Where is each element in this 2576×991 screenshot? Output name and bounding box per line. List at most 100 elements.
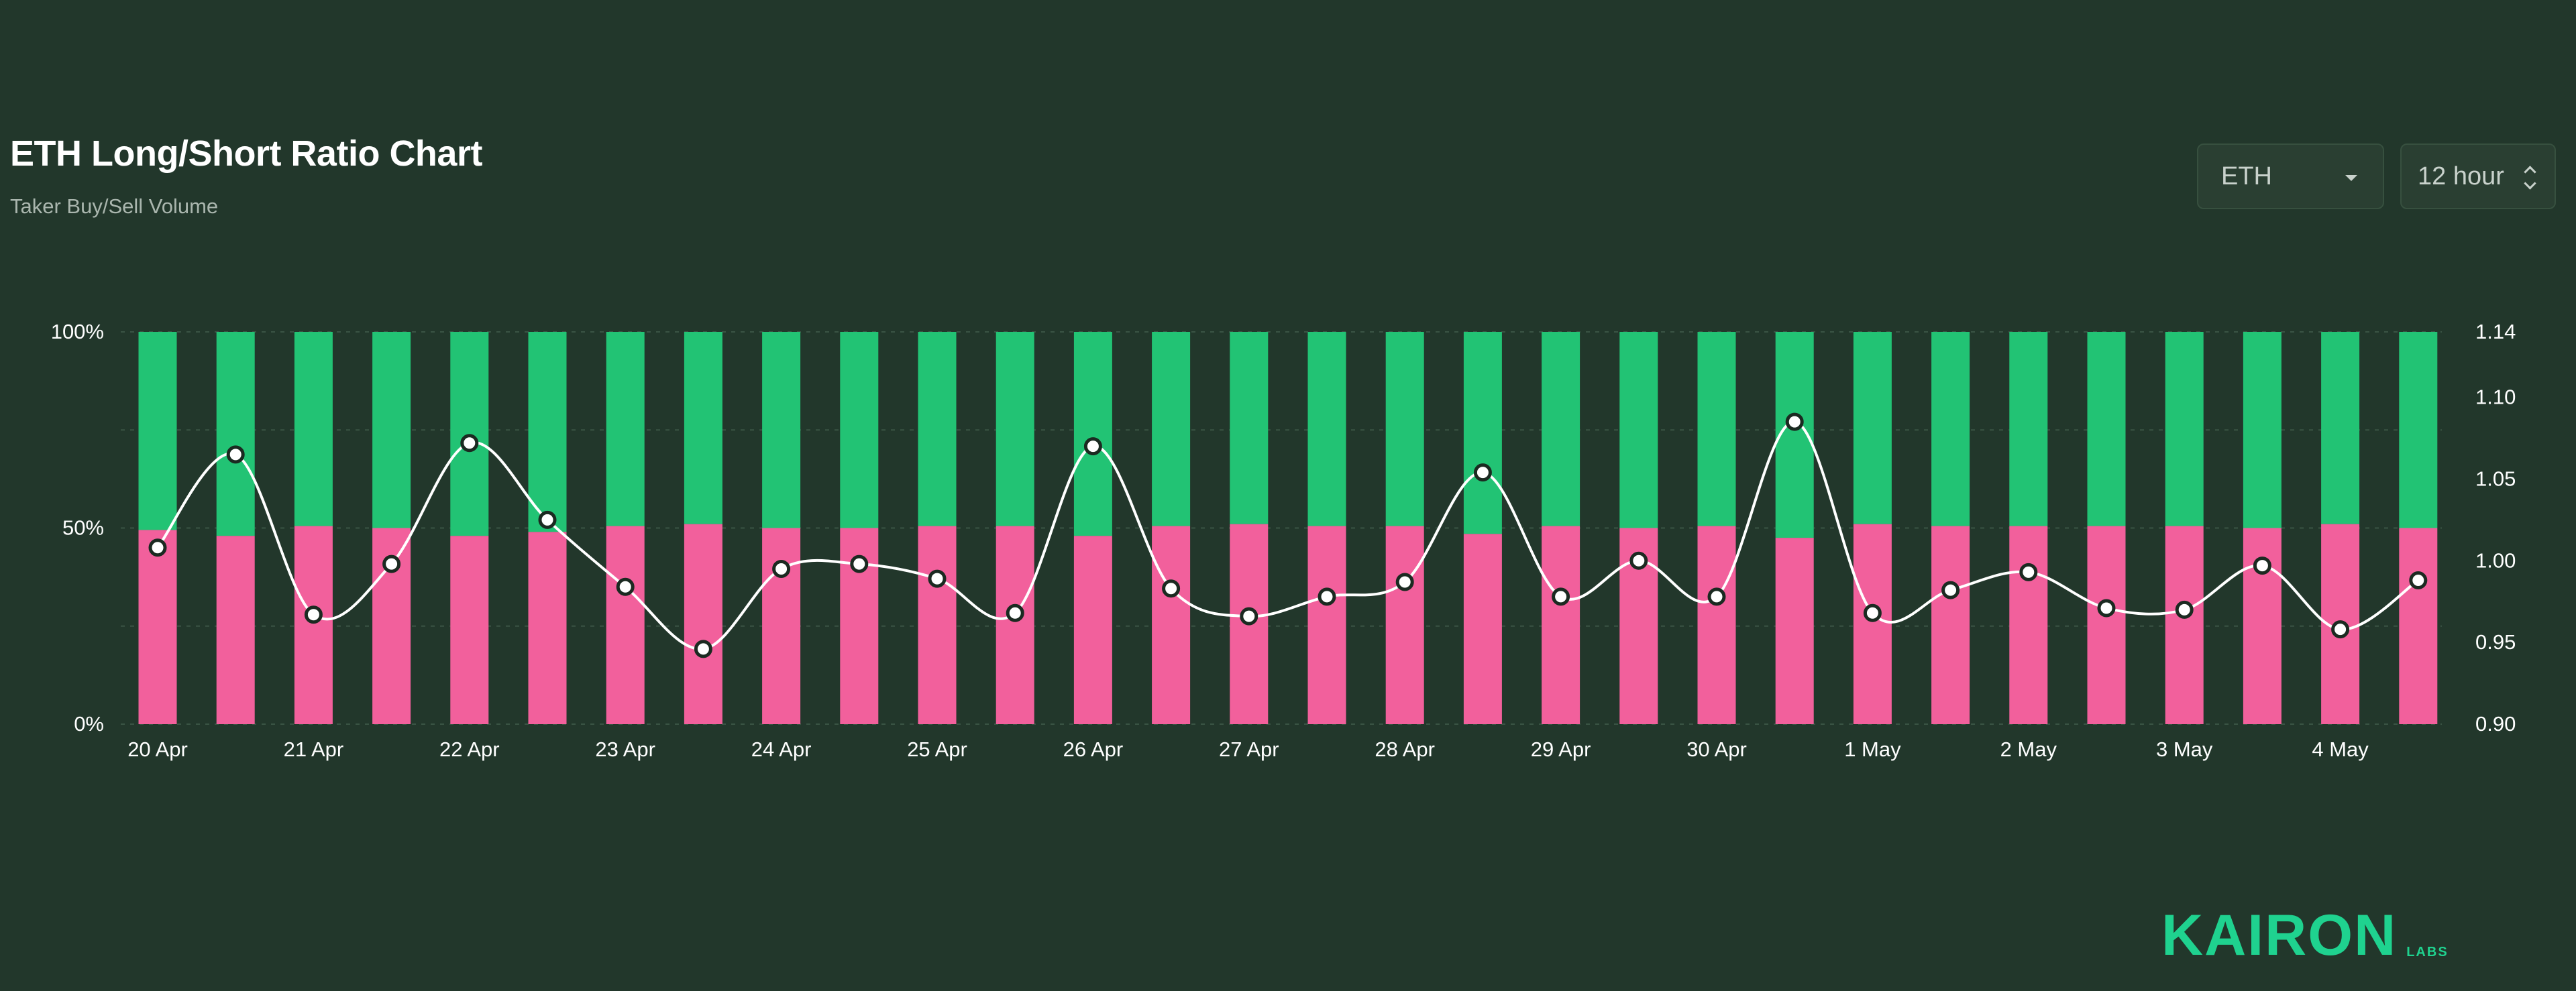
long-bar (372, 332, 411, 528)
short-bar (2009, 526, 2048, 724)
ratio-point (2097, 599, 2116, 618)
long-bar (1073, 332, 1112, 536)
ratio-point (850, 555, 869, 573)
x-tick-label: 20 Apr (127, 738, 188, 761)
short-bar (138, 530, 177, 724)
x-tick-label: 1 May (1844, 738, 1901, 761)
ratio-point (1707, 587, 1726, 606)
ratio-point (616, 577, 635, 596)
ratio-point (382, 555, 401, 573)
long-bar (2399, 332, 2438, 528)
ratio-point (1473, 463, 1492, 482)
ratio-point (148, 538, 167, 557)
x-tick-label: 22 Apr (439, 738, 500, 761)
long-bar (2009, 332, 2048, 526)
y-right-tick-label: 1.00 (2475, 548, 2516, 572)
ratio-point (2331, 620, 2350, 639)
x-tick-label: 26 Apr (1063, 738, 1124, 761)
interval-select[interactable]: 12 hour (2400, 143, 2556, 209)
long-bar (294, 332, 333, 526)
logo-sub: LABS (2406, 945, 2449, 959)
ratio-point (460, 434, 479, 453)
ratio-point (1941, 581, 1960, 599)
x-tick-label: 28 Apr (1375, 738, 1435, 761)
long-bar (1307, 332, 1346, 526)
ratio-point (2409, 571, 2428, 589)
x-tick-label: 24 Apr (751, 738, 812, 761)
ratio-point (1006, 603, 1024, 622)
y-left-tick-label: 100% (51, 320, 104, 343)
x-tick-label: 3 May (2156, 738, 2213, 761)
long-bar (1152, 332, 1191, 526)
short-bar (1152, 526, 1191, 724)
ratio-point (1162, 579, 1181, 598)
short-bar (1463, 534, 1502, 724)
y-left-tick-label: 50% (62, 516, 104, 540)
ratio-point (1629, 551, 1648, 570)
ratio-point (304, 605, 323, 624)
short-bar (1073, 536, 1112, 724)
ratio-point (2019, 563, 2038, 581)
x-tick-label: 21 Apr (284, 738, 344, 761)
x-tick-label: 27 Apr (1219, 738, 1279, 761)
long-bar (2165, 332, 2204, 526)
chart-title: ETH Long/Short Ratio Chart (10, 133, 482, 174)
long-bar (1542, 332, 1580, 526)
long-bar (1697, 332, 1736, 526)
chevron-down-icon (2345, 175, 2357, 181)
ratio-point (2253, 557, 2271, 575)
short-bar (1385, 526, 1424, 724)
long-bar (918, 332, 957, 526)
short-bar (2165, 526, 2204, 724)
long-bar (840, 332, 879, 528)
ratio-point (772, 559, 791, 578)
short-bar (996, 526, 1034, 724)
ratio-point (226, 445, 245, 464)
long-bar (1385, 332, 1424, 526)
short-bar (450, 536, 489, 724)
x-tick-label: 23 Apr (595, 738, 655, 761)
ratio-point (694, 640, 712, 658)
long-bar (1619, 332, 1658, 528)
short-bar (1853, 524, 1892, 724)
y-right-tick-label: 1.10 (2475, 386, 2516, 409)
short-bar (2087, 526, 2126, 724)
long-bar (606, 332, 645, 526)
short-bar (216, 536, 255, 724)
y-right-tick-label: 1.05 (2475, 467, 2516, 490)
long-bar (684, 332, 722, 524)
long-bar (2243, 332, 2282, 528)
x-tick-label: 25 Apr (907, 738, 967, 761)
short-bar (684, 524, 722, 724)
short-bar (528, 532, 567, 724)
short-bar (918, 526, 957, 724)
long-bar (1853, 332, 1892, 524)
x-tick-label: 4 May (2312, 738, 2369, 761)
interval-select-value: 12 hour (2418, 162, 2504, 190)
short-bar (1931, 526, 1970, 724)
ratio-point (1083, 437, 1102, 456)
long-bar (1931, 332, 1970, 526)
x-tick-label: 30 Apr (1686, 738, 1747, 761)
short-bar (1307, 526, 1346, 724)
long-bar (762, 332, 801, 528)
x-tick-label: 29 Apr (1531, 738, 1591, 761)
ratio-point (1318, 587, 1336, 606)
logo-brand: KAIRON (2161, 903, 2398, 968)
long-bar (450, 332, 489, 536)
short-bar (606, 526, 645, 724)
short-bar (1697, 526, 1736, 724)
ratio-point (1395, 573, 1414, 591)
ratio-point (928, 569, 947, 588)
ratio-point (1863, 603, 1882, 622)
x-tick-label: 2 May (2000, 738, 2057, 761)
long-bar (1230, 332, 1269, 524)
chart-subtitle: Taker Buy/Sell Volume (10, 194, 219, 218)
asset-select-value: ETH (2221, 162, 2272, 190)
long-bar (2087, 332, 2126, 526)
ratio-point (1552, 587, 1570, 606)
y-right-tick-label: 0.90 (2475, 712, 2516, 736)
asset-select[interactable]: ETH (2197, 143, 2384, 209)
long-bar (996, 332, 1034, 526)
